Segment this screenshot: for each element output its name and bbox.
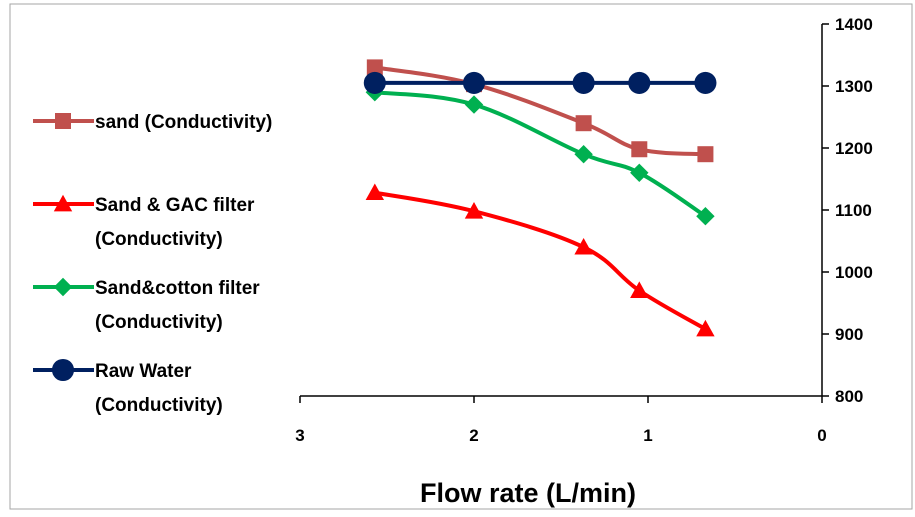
marker-triangle bbox=[53, 194, 73, 212]
y-tick-label: 1100 bbox=[835, 201, 872, 220]
legend-label: sand (Conductivity) bbox=[95, 112, 272, 133]
series-line bbox=[374, 90, 707, 218]
marker-diamond bbox=[574, 145, 593, 164]
y-tick-label: 1200 bbox=[835, 139, 873, 158]
series-line bbox=[374, 190, 707, 331]
marker-triangle bbox=[574, 238, 593, 255]
marker-square bbox=[697, 146, 714, 163]
marker-square bbox=[55, 113, 71, 129]
legend-label: (Conductivity) bbox=[95, 395, 223, 416]
marker-square bbox=[366, 59, 383, 76]
marker-diamond bbox=[464, 95, 484, 114]
legend-entry-4: Raw Water (Conductivity) bbox=[33, 358, 223, 416]
chart-border bbox=[9, 3, 913, 510]
legend-entry-1: sand (Conductivity) bbox=[33, 112, 272, 133]
marker-diamond bbox=[630, 163, 649, 182]
legend-label: Raw Water bbox=[95, 361, 192, 382]
legend-entry-2: Sand & GAC filter (Conductivity) bbox=[33, 194, 255, 250]
x-tick-label: 1 bbox=[643, 426, 652, 445]
x-tick-label: 2 bbox=[469, 426, 478, 445]
marker-circle bbox=[628, 71, 651, 94]
marker-triangle bbox=[464, 202, 484, 219]
y-tick-label: 1300 bbox=[835, 77, 873, 96]
series-layer bbox=[363, 59, 717, 337]
marker-circle bbox=[51, 358, 75, 382]
series-line bbox=[374, 65, 706, 157]
marker-triangle bbox=[696, 319, 715, 337]
marker-square bbox=[575, 115, 592, 132]
marker-circle bbox=[363, 71, 386, 94]
x-tick-label: 0 bbox=[817, 426, 826, 445]
marker-triangle bbox=[630, 281, 649, 298]
marker-circle bbox=[572, 71, 595, 94]
legend: sand (Conductivity) Sand & GAC filter (Con… bbox=[33, 112, 272, 416]
legend-label: Sand & GAC filter bbox=[95, 195, 255, 216]
y-tick-label: 1000 bbox=[835, 263, 873, 282]
marker-triangle bbox=[365, 183, 385, 200]
y-tick-label: 800 bbox=[835, 387, 863, 406]
y-tick-label: 900 bbox=[835, 325, 863, 344]
marker-square bbox=[631, 141, 648, 158]
legend-label: (Conductivity) bbox=[95, 229, 223, 250]
series-4 bbox=[363, 71, 717, 94]
axes: 3 2 1 0 800 900 1000 1100 1200 1300 1400 bbox=[295, 15, 873, 445]
legend-label: Sand&cotton filter bbox=[95, 278, 260, 299]
marker-diamond bbox=[53, 277, 73, 297]
legend-entry-3: Sand&cotton filter (Conductivity) bbox=[33, 277, 260, 333]
legend-label: (Conductivity) bbox=[95, 312, 223, 333]
y-tick-label: 1400 bbox=[835, 15, 873, 34]
marker-circle bbox=[694, 71, 717, 94]
marker-diamond bbox=[696, 207, 715, 226]
series-2 bbox=[365, 183, 715, 337]
marker-circle bbox=[462, 71, 486, 94]
x-axis-title: Flow rate (L/min) bbox=[420, 478, 636, 508]
x-tick-label: 3 bbox=[295, 426, 304, 445]
